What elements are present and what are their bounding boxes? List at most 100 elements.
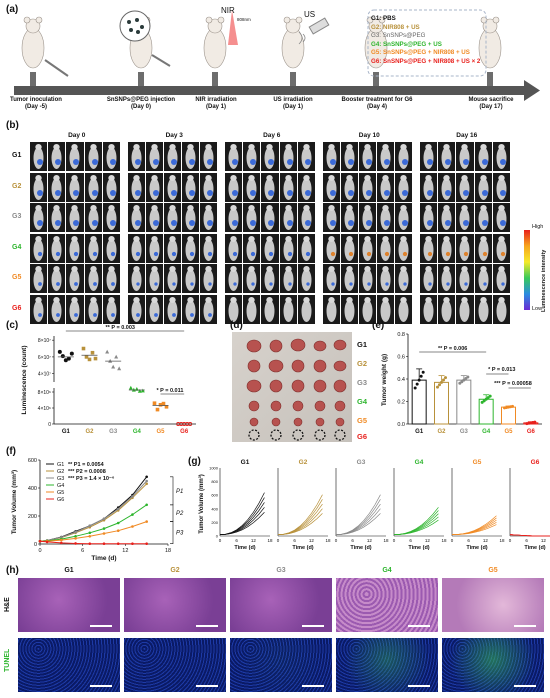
histology-group-label: G3 xyxy=(276,567,286,574)
mouse-head xyxy=(345,266,353,272)
x-tick-label: 12 xyxy=(367,538,373,543)
mouse-image xyxy=(225,203,243,232)
tumor-signal xyxy=(56,282,61,286)
mouse-image xyxy=(30,294,48,324)
mouse-image xyxy=(377,172,395,202)
mouse-head xyxy=(364,266,371,272)
mouse-body xyxy=(441,238,452,261)
mouse-image xyxy=(225,264,243,293)
mouse-body xyxy=(380,147,391,169)
mouse-image-drawing xyxy=(167,296,178,322)
x-tick-label: G4 xyxy=(133,429,142,435)
tumor-signal xyxy=(250,220,257,226)
mouse-image-drawing xyxy=(283,144,294,169)
mouse-body xyxy=(264,208,275,230)
tumor-signal xyxy=(250,159,257,165)
mouse-body xyxy=(167,177,178,200)
mouse-image xyxy=(358,264,377,293)
mouse-image-drawing xyxy=(131,235,141,261)
y-tick-label: 0 xyxy=(216,534,219,539)
mouse-body xyxy=(203,299,214,322)
mouse-body xyxy=(246,238,257,261)
individual-curve xyxy=(219,492,265,535)
p-value-annotation: *** P3 = 1.4 × 10⁻⁶ xyxy=(68,476,115,482)
tumor-signal xyxy=(208,251,213,256)
mouse-body xyxy=(441,269,452,291)
mouse-image-drawing xyxy=(33,266,44,291)
mouse-body xyxy=(88,299,99,322)
mouse-image xyxy=(279,172,297,202)
mouse-image xyxy=(102,264,120,293)
data-point xyxy=(152,401,157,405)
data-point xyxy=(417,378,421,382)
mouse-body xyxy=(185,269,196,291)
tumor-signal xyxy=(427,220,433,226)
mouse-head xyxy=(443,174,450,181)
mouse-image-drawing xyxy=(264,296,275,322)
mouse-head xyxy=(266,144,274,150)
mouse-image xyxy=(261,203,279,232)
mouse-body xyxy=(106,177,117,200)
mouse-head xyxy=(479,174,487,181)
mouse-body xyxy=(478,147,489,169)
x-tick-label: G6 xyxy=(527,429,536,435)
tunel-stain-image xyxy=(442,638,544,692)
tumor-signal xyxy=(251,251,256,256)
mouse-body xyxy=(51,208,62,230)
mouse-body xyxy=(441,147,452,169)
mouse-head xyxy=(461,144,469,150)
series-point xyxy=(88,542,92,546)
group-label: G2 xyxy=(12,182,22,190)
colorbar-low: Low xyxy=(532,306,543,312)
tumor-signal xyxy=(446,251,451,256)
group-label: G6 xyxy=(12,304,22,312)
mouse-body xyxy=(69,299,80,322)
mouse-head xyxy=(230,205,237,211)
tumor-signal xyxy=(250,189,257,196)
mouse-image xyxy=(456,203,474,232)
x-tick-label: 18 xyxy=(383,538,389,543)
panel-g-label: (g) xyxy=(188,456,201,467)
mouse-head xyxy=(230,144,237,150)
mouse-body xyxy=(283,299,294,322)
mouse-head xyxy=(327,205,335,211)
mouse-head xyxy=(498,205,505,211)
mouse-head xyxy=(132,174,140,181)
mouse-image xyxy=(456,294,474,324)
mouse-image-drawing xyxy=(344,235,355,261)
bar xyxy=(411,379,427,425)
x-tick-label: 0 xyxy=(38,548,41,554)
tumor-signal xyxy=(385,282,389,286)
sig-label: *** P = 0.00058 xyxy=(494,381,532,387)
mouse-body xyxy=(106,299,117,322)
mouse-head xyxy=(382,205,389,211)
mouse-head xyxy=(108,296,115,303)
tunel-stain-image xyxy=(18,638,120,692)
mouse-body xyxy=(167,147,178,169)
mouse-image-drawing xyxy=(185,205,196,230)
mouse-head xyxy=(248,296,255,303)
tumor-signal xyxy=(268,220,275,226)
subplot-title: G1 xyxy=(241,459,250,466)
tumor-signal xyxy=(348,251,353,256)
mouse-image xyxy=(102,294,120,324)
mouse-image xyxy=(261,233,279,263)
data-point xyxy=(488,394,492,398)
tumor-signal xyxy=(172,282,176,286)
x-tick-label: G3 xyxy=(109,429,118,435)
mouse-body xyxy=(33,208,44,230)
series-point xyxy=(102,517,106,521)
x-tick-label: G5 xyxy=(504,429,513,435)
mouse-image xyxy=(225,142,243,171)
mouse-image xyxy=(145,142,163,171)
mouse-image xyxy=(279,264,297,293)
mouse-image xyxy=(279,233,297,263)
data-point xyxy=(415,382,419,386)
mouse-image xyxy=(261,294,279,324)
data-point xyxy=(466,375,470,379)
tumor-signal xyxy=(135,312,140,317)
legend-label: G3 xyxy=(57,476,64,482)
series-point xyxy=(131,495,134,498)
mouse-image-drawing xyxy=(246,144,257,169)
legend-label: G6 xyxy=(57,497,64,503)
